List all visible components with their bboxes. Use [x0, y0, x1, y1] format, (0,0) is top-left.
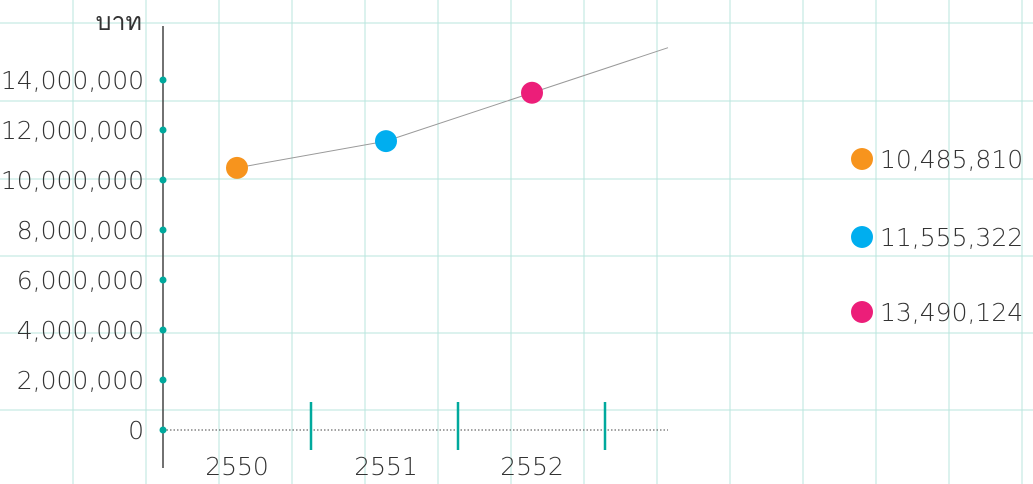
legend-swatch — [851, 301, 873, 323]
y-tick-label: 10,000,000 — [1, 166, 144, 195]
data-point — [375, 130, 397, 153]
series — [226, 47, 669, 179]
y-axis-label: บาท — [96, 7, 142, 36]
y-tick-label: 8,000,000 — [17, 216, 144, 245]
data-point — [226, 156, 248, 179]
y-tick-label: 0 — [128, 416, 144, 445]
series-line — [236, 47, 669, 169]
legend-swatch — [851, 226, 873, 248]
legend-label: 11,555,322 — [880, 223, 1023, 252]
x-tick-label: 2551 — [354, 452, 418, 481]
legend: 10,485,810 11,555,322 13,490,124 — [851, 145, 1023, 327]
y-tick-marker — [159, 226, 167, 234]
y-tick-label: 12,000,000 — [1, 116, 144, 145]
legend-swatch — [851, 148, 873, 170]
y-ticks: 0 2,000,000 4,000,000 6,000,000 8,000,000 10,… — [1, 66, 167, 445]
x-tick-label: 2552 — [500, 452, 564, 481]
y-tick-label: 6,000,000 — [17, 266, 144, 295]
y-tick-marker — [159, 376, 167, 384]
data-point — [521, 81, 543, 104]
axes — [162, 26, 668, 468]
x-tick-label: 2550 — [205, 452, 269, 481]
y-tick-label: 2,000,000 — [17, 366, 144, 395]
y-tick-label: 4,000,000 — [17, 316, 144, 345]
y-tick-marker — [159, 76, 167, 84]
legend-label: 10,485,810 — [880, 145, 1023, 174]
x-ticks: 2550 2551 2552 — [205, 452, 564, 481]
y-tick-marker — [159, 326, 167, 334]
y-tick-label: 14,000,000 — [1, 66, 144, 95]
y-tick-marker — [159, 176, 167, 184]
y-tick-marker — [159, 126, 167, 134]
y-tick-marker — [159, 276, 167, 284]
y-tick-marker — [159, 426, 167, 434]
legend-label: 13,490,124 — [880, 298, 1023, 327]
